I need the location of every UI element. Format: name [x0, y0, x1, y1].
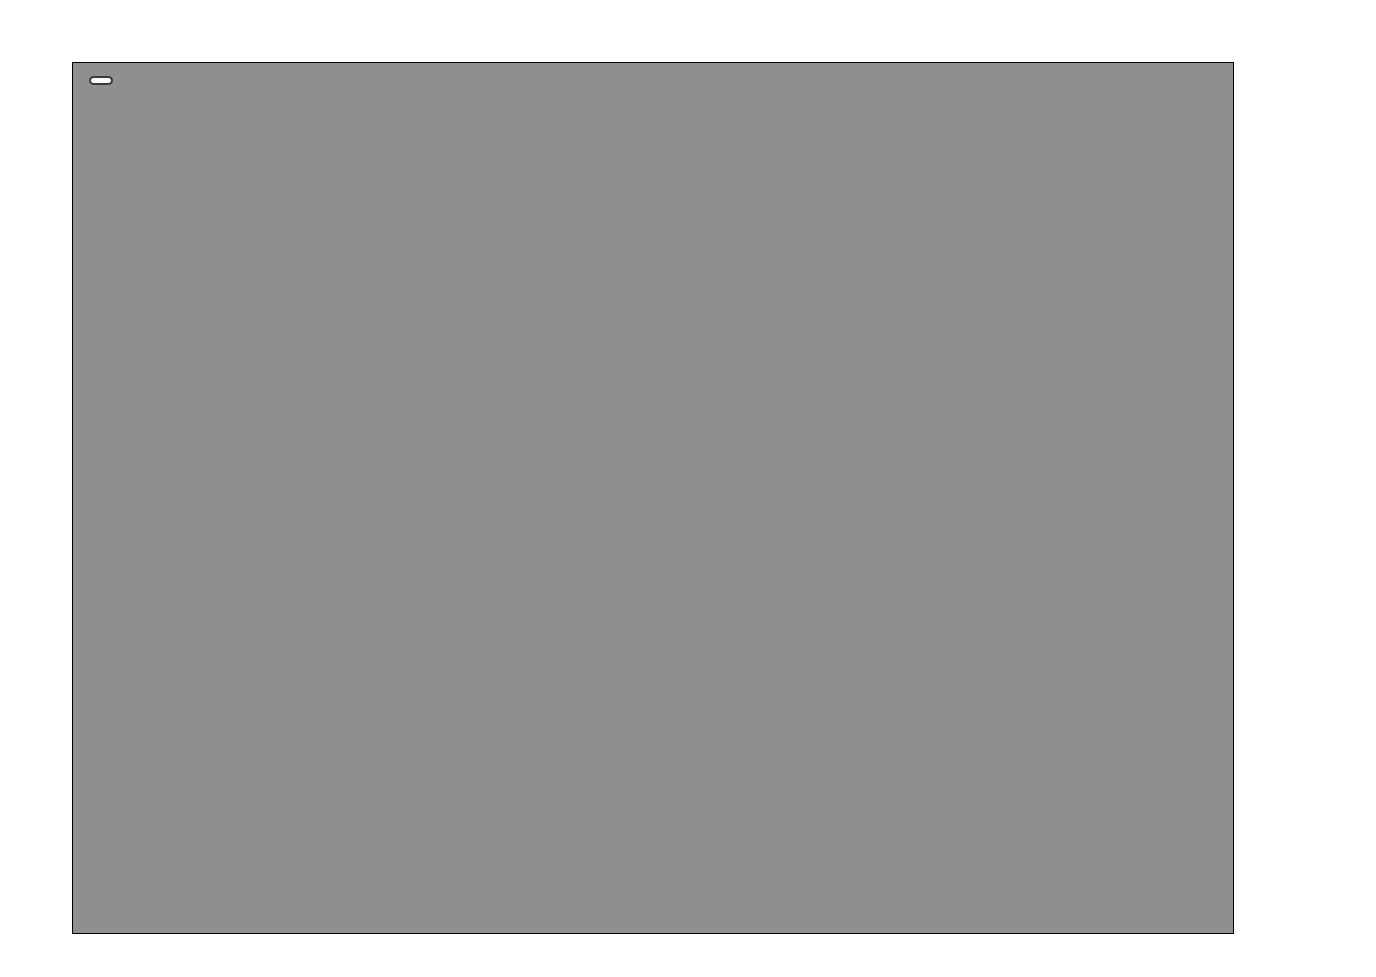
- ir-wind-map: [73, 63, 1233, 933]
- max-wind-badge: [89, 76, 113, 85]
- map-panel: [72, 62, 1234, 934]
